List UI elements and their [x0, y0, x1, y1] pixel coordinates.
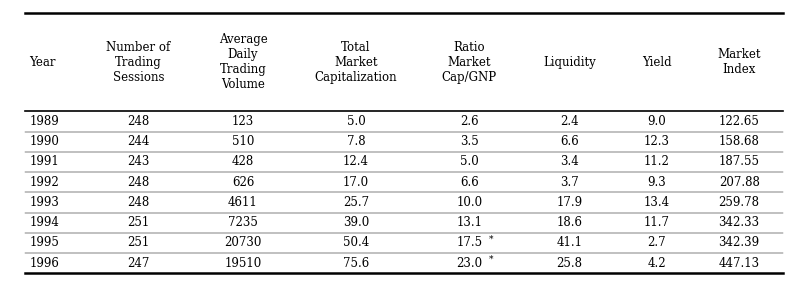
Text: 50.4: 50.4: [343, 237, 370, 249]
Text: 9.0: 9.0: [647, 115, 666, 128]
Text: Yield: Yield: [642, 55, 671, 69]
Text: 1996: 1996: [30, 257, 59, 270]
Text: 248: 248: [127, 176, 150, 189]
Text: 259.78: 259.78: [718, 196, 760, 209]
Text: 4.2: 4.2: [647, 257, 666, 270]
Text: 9.3: 9.3: [647, 176, 666, 189]
Text: Ratio
Market
Cap/GNP: Ratio Market Cap/GNP: [442, 41, 497, 84]
Text: 244: 244: [127, 135, 150, 148]
Text: Liquidity: Liquidity: [543, 55, 596, 69]
Text: 13.1: 13.1: [456, 216, 482, 229]
Text: Average
Daily
Trading
Volume: Average Daily Trading Volume: [218, 33, 267, 91]
Text: 75.6: 75.6: [343, 257, 370, 270]
Text: 207.88: 207.88: [718, 176, 759, 189]
Text: 23.0: 23.0: [456, 257, 482, 270]
Text: 7235: 7235: [228, 216, 258, 229]
Text: 447.13: 447.13: [718, 257, 760, 270]
Text: *: *: [489, 255, 493, 264]
Text: 25.8: 25.8: [556, 257, 582, 270]
Text: 39.0: 39.0: [343, 216, 370, 229]
Text: 2.6: 2.6: [460, 115, 478, 128]
Text: 1991: 1991: [30, 155, 59, 168]
Text: 3.7: 3.7: [560, 176, 578, 189]
Text: 2.4: 2.4: [560, 115, 578, 128]
Text: 243: 243: [127, 155, 150, 168]
Text: 342.33: 342.33: [718, 216, 760, 229]
Text: 248: 248: [127, 196, 150, 209]
Text: 3.4: 3.4: [560, 155, 578, 168]
Text: 6.6: 6.6: [460, 176, 478, 189]
Text: 428: 428: [232, 155, 254, 168]
Text: 1989: 1989: [30, 115, 59, 128]
Text: 17.9: 17.9: [556, 196, 582, 209]
Text: 1995: 1995: [30, 237, 59, 249]
Text: 3.5: 3.5: [460, 135, 478, 148]
Text: 251: 251: [127, 216, 150, 229]
Text: 20730: 20730: [224, 237, 262, 249]
Text: Market
Index: Market Index: [718, 48, 761, 76]
Text: *: *: [489, 234, 493, 243]
Text: 5.0: 5.0: [346, 115, 366, 128]
Text: 11.2: 11.2: [643, 155, 670, 168]
Text: 1992: 1992: [30, 176, 59, 189]
Text: 12.4: 12.4: [343, 155, 369, 168]
Text: 25.7: 25.7: [343, 196, 369, 209]
Text: 248: 248: [127, 115, 150, 128]
Text: 13.4: 13.4: [643, 196, 670, 209]
Text: 187.55: 187.55: [718, 155, 760, 168]
Text: 17.5: 17.5: [456, 237, 482, 249]
Text: Year: Year: [30, 55, 56, 69]
Text: 1993: 1993: [30, 196, 59, 209]
Text: 247: 247: [127, 257, 150, 270]
Text: 342.39: 342.39: [718, 237, 760, 249]
Text: 19510: 19510: [224, 257, 262, 270]
Text: 18.6: 18.6: [556, 216, 582, 229]
Text: Total
Market
Capitalization: Total Market Capitalization: [314, 41, 398, 84]
Text: 2.7: 2.7: [647, 237, 666, 249]
Text: 4611: 4611: [228, 196, 258, 209]
Text: 41.1: 41.1: [556, 237, 582, 249]
Text: Number of
Trading
Sessions: Number of Trading Sessions: [106, 41, 170, 84]
Text: 7.8: 7.8: [346, 135, 366, 148]
Text: 626: 626: [232, 176, 254, 189]
Text: 251: 251: [127, 237, 150, 249]
Text: 1990: 1990: [30, 135, 59, 148]
Text: 158.68: 158.68: [718, 135, 759, 148]
Text: 12.3: 12.3: [643, 135, 670, 148]
Text: 510: 510: [232, 135, 254, 148]
Text: 17.0: 17.0: [343, 176, 369, 189]
Text: 6.6: 6.6: [560, 135, 578, 148]
Text: 5.0: 5.0: [460, 155, 478, 168]
Text: 122.65: 122.65: [718, 115, 759, 128]
Text: 1994: 1994: [30, 216, 59, 229]
Text: 10.0: 10.0: [456, 196, 482, 209]
Text: 11.7: 11.7: [643, 216, 670, 229]
Text: 123: 123: [232, 115, 254, 128]
